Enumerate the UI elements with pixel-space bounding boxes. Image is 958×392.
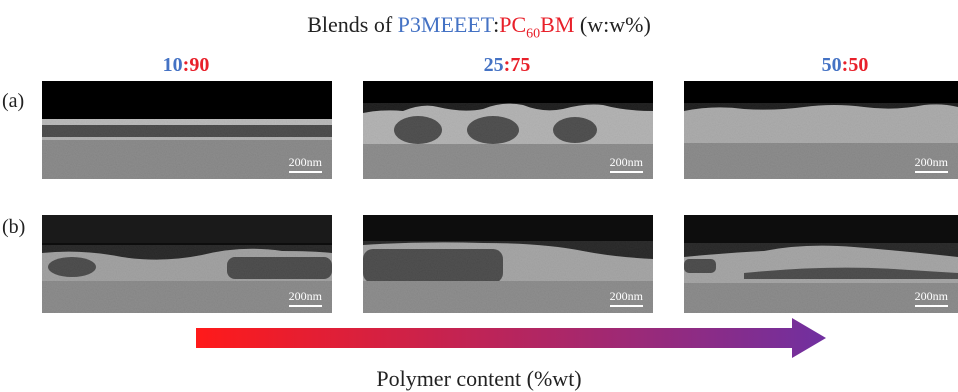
- title-fullerene-b: BM: [540, 12, 575, 37]
- scale-bar: 200nm: [288, 155, 322, 173]
- ratio-label-3: 50:50: [775, 54, 915, 77]
- title-fullerene-a: PC: [499, 12, 527, 37]
- scale-bar-label: 200nm: [288, 155, 322, 169]
- scale-bar-label: 200nm: [609, 289, 643, 303]
- scale-bar-label: 200nm: [609, 155, 643, 169]
- scale-bar-label: 200nm: [914, 289, 948, 303]
- ratio-fullerene-2: 75: [510, 54, 531, 76]
- scale-bar-label: 200nm: [288, 289, 322, 303]
- title-sep: :: [493, 12, 500, 37]
- scale-bar: 200nm: [609, 289, 643, 307]
- sem-image-a-50-50: 200nm: [684, 81, 958, 179]
- ratio-label-2: 25:75: [437, 54, 577, 77]
- ratio-sep-2: :: [503, 54, 511, 76]
- ratio-polymer-2: 25: [483, 54, 504, 76]
- scale-bar: 200nm: [914, 289, 948, 307]
- arrow-caption: Polymer content (%wt): [376, 366, 582, 391]
- ratio-fullerene-3: 50: [848, 54, 869, 76]
- title-polymer: P3MEEET: [397, 12, 494, 37]
- scale-bar: 200nm: [609, 155, 643, 173]
- figure-title: Blends of P3MEEET:PC60BM (w:w%): [0, 12, 958, 42]
- sem-image-b-25-75: 200nm: [363, 215, 653, 313]
- scale-bar-label: 200nm: [914, 155, 948, 169]
- ratio-fullerene-1: 90: [189, 54, 210, 76]
- ratio-polymer-1: 10: [162, 54, 183, 76]
- title-fullerene-sub: 60: [526, 26, 541, 42]
- ratio-polymer-3: 50: [821, 54, 842, 76]
- sem-image-a-10-90: 200nm: [42, 81, 332, 179]
- ratio-label-1: 10:90: [116, 54, 256, 77]
- title-prefix: Blends of: [307, 12, 398, 37]
- scale-bar: 200nm: [914, 155, 948, 173]
- ratio-sep-1: :: [182, 54, 190, 76]
- polymer-content-arrow: [196, 318, 828, 363]
- ratio-sep-3: :: [841, 54, 849, 76]
- scale-bar: 200nm: [288, 289, 322, 307]
- title-units: (w:w%): [574, 12, 651, 37]
- row-label-b: (b): [2, 216, 26, 238]
- sem-image-a-25-75: 200nm: [363, 81, 653, 179]
- sem-image-b-10-90: 200nm: [42, 215, 332, 313]
- row-label-a: (a): [2, 90, 25, 112]
- sem-image-b-50-50: 200nm: [684, 215, 958, 313]
